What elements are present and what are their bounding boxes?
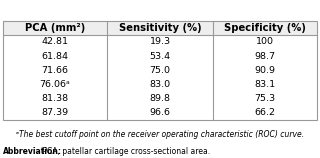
Text: 53.4: 53.4 [149, 52, 171, 61]
Text: 83.0: 83.0 [149, 80, 171, 89]
Text: 66.2: 66.2 [254, 109, 276, 117]
Text: 81.38: 81.38 [41, 94, 68, 103]
Text: 76.06ᵃ: 76.06ᵃ [40, 80, 70, 89]
Bar [3, 21, 317, 120]
Text: 100: 100 [256, 37, 274, 46]
Text: Abbreviation:: Abbreviation: [3, 147, 62, 156]
Text: ᵃThe best cutoff point on the receiver operating characteristic (ROC) curve.: ᵃThe best cutoff point on the receiver o… [16, 130, 304, 139]
Text: 42.81: 42.81 [42, 37, 68, 46]
Text: 71.66: 71.66 [42, 66, 68, 75]
Bar [3, 21, 317, 35]
Text: 87.39: 87.39 [41, 109, 68, 117]
Text: Sensitivity (%): Sensitivity (%) [119, 23, 201, 33]
Text: 98.7: 98.7 [254, 52, 276, 61]
Text: PCA, patellar cartilage cross-sectional area.: PCA, patellar cartilage cross-sectional … [40, 147, 210, 156]
Text: 61.84: 61.84 [42, 52, 68, 61]
Text: 96.6: 96.6 [149, 109, 171, 117]
Text: 90.9: 90.9 [254, 66, 276, 75]
Text: 83.1: 83.1 [254, 80, 276, 89]
Text: 75.0: 75.0 [149, 66, 171, 75]
Text: 75.3: 75.3 [254, 94, 276, 103]
Text: PCA (mm²): PCA (mm²) [25, 23, 85, 33]
Text: 19.3: 19.3 [149, 37, 171, 46]
Text: Specificity (%): Specificity (%) [224, 23, 306, 33]
Text: 89.8: 89.8 [149, 94, 171, 103]
